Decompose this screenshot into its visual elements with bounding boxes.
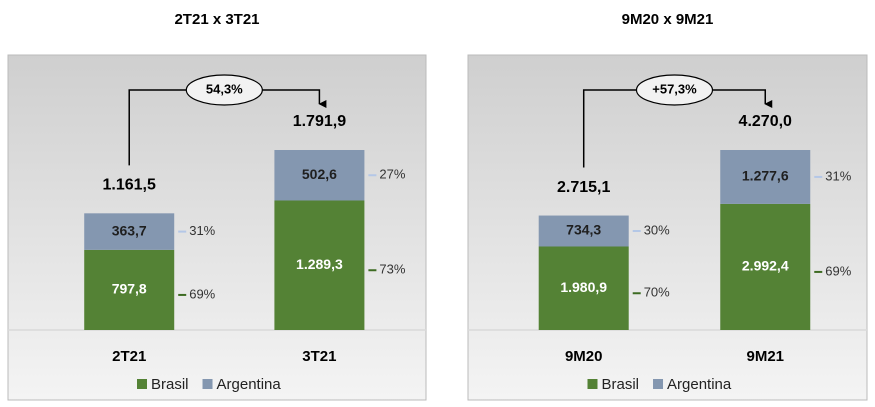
x-tick-label: 3T21 [302, 348, 336, 365]
growth-label: 54,3% [206, 81, 243, 96]
value-label: 1.277,6 [742, 168, 789, 184]
x-tick-label: 9M21 [746, 348, 784, 365]
share-label: 69% [189, 286, 215, 301]
growth-bubble [635, 74, 714, 106]
chart-title: 2T21 x 3T21 [174, 11, 259, 28]
bar-segment [538, 246, 629, 330]
legend-swatch [137, 379, 147, 389]
bar-segment [720, 150, 811, 204]
value-label: 1.289,3 [296, 256, 343, 272]
share-label: 70% [644, 285, 670, 300]
growth-bubble [185, 74, 263, 106]
share-label: 69% [825, 263, 851, 278]
total-label: 1.791,9 [293, 113, 346, 130]
legend-swatch [653, 379, 664, 389]
legend-swatch [587, 379, 598, 389]
value-label: 2.992,4 [742, 258, 789, 274]
chart: 2T21 x 3T21 2T21 797,8 69% 363,7 31% 1.161,5 3T… [7, 11, 427, 401]
value-label: 797,8 [112, 281, 147, 297]
share-label: 31% [189, 223, 215, 238]
chart: 9M20 x 9M21 9M20 1.980,9 70% 734,3 30% 2.715,1… [467, 11, 868, 401]
bar-segment [274, 150, 365, 201]
value-label: 502,6 [302, 166, 337, 182]
plot-panel: 9M20 1.980,9 70% 734,3 30% 2.715,1 9M21 2.992,4… [467, 54, 868, 401]
legend-label: Brasil [602, 376, 640, 393]
legend-label: Argentina [217, 376, 282, 393]
share-label: 31% [825, 168, 851, 183]
bar-segment [84, 249, 175, 330]
share-label: 30% [644, 222, 670, 237]
value-label: 734,3 [566, 222, 601, 238]
share-label: 27% [379, 167, 405, 182]
growth-label: +57,3% [652, 81, 697, 96]
value-label: 1.980,9 [560, 279, 607, 295]
legend-swatch [202, 379, 213, 389]
total-label: 2.715,1 [557, 179, 610, 196]
bar-segment [84, 213, 175, 250]
chart-title: 9M20 x 9M21 [622, 11, 714, 28]
value-label: 363,7 [112, 222, 147, 238]
bar-segment [720, 203, 811, 330]
bar-segment [274, 200, 365, 330]
x-tick-label: 9M20 [565, 348, 603, 365]
share-label: 73% [379, 262, 405, 277]
bar-segment [538, 215, 629, 247]
legend-label: Argentina [667, 376, 732, 393]
x-tick-label: 2T21 [112, 348, 146, 365]
total-label: 1.161,5 [103, 177, 156, 194]
total-label: 4.270,0 [739, 113, 792, 130]
legend-label: Brasil [151, 376, 189, 393]
plot-panel: 2T21 797,8 69% 363,7 31% 1.161,5 3T21 1.289,3 73… [7, 54, 427, 401]
